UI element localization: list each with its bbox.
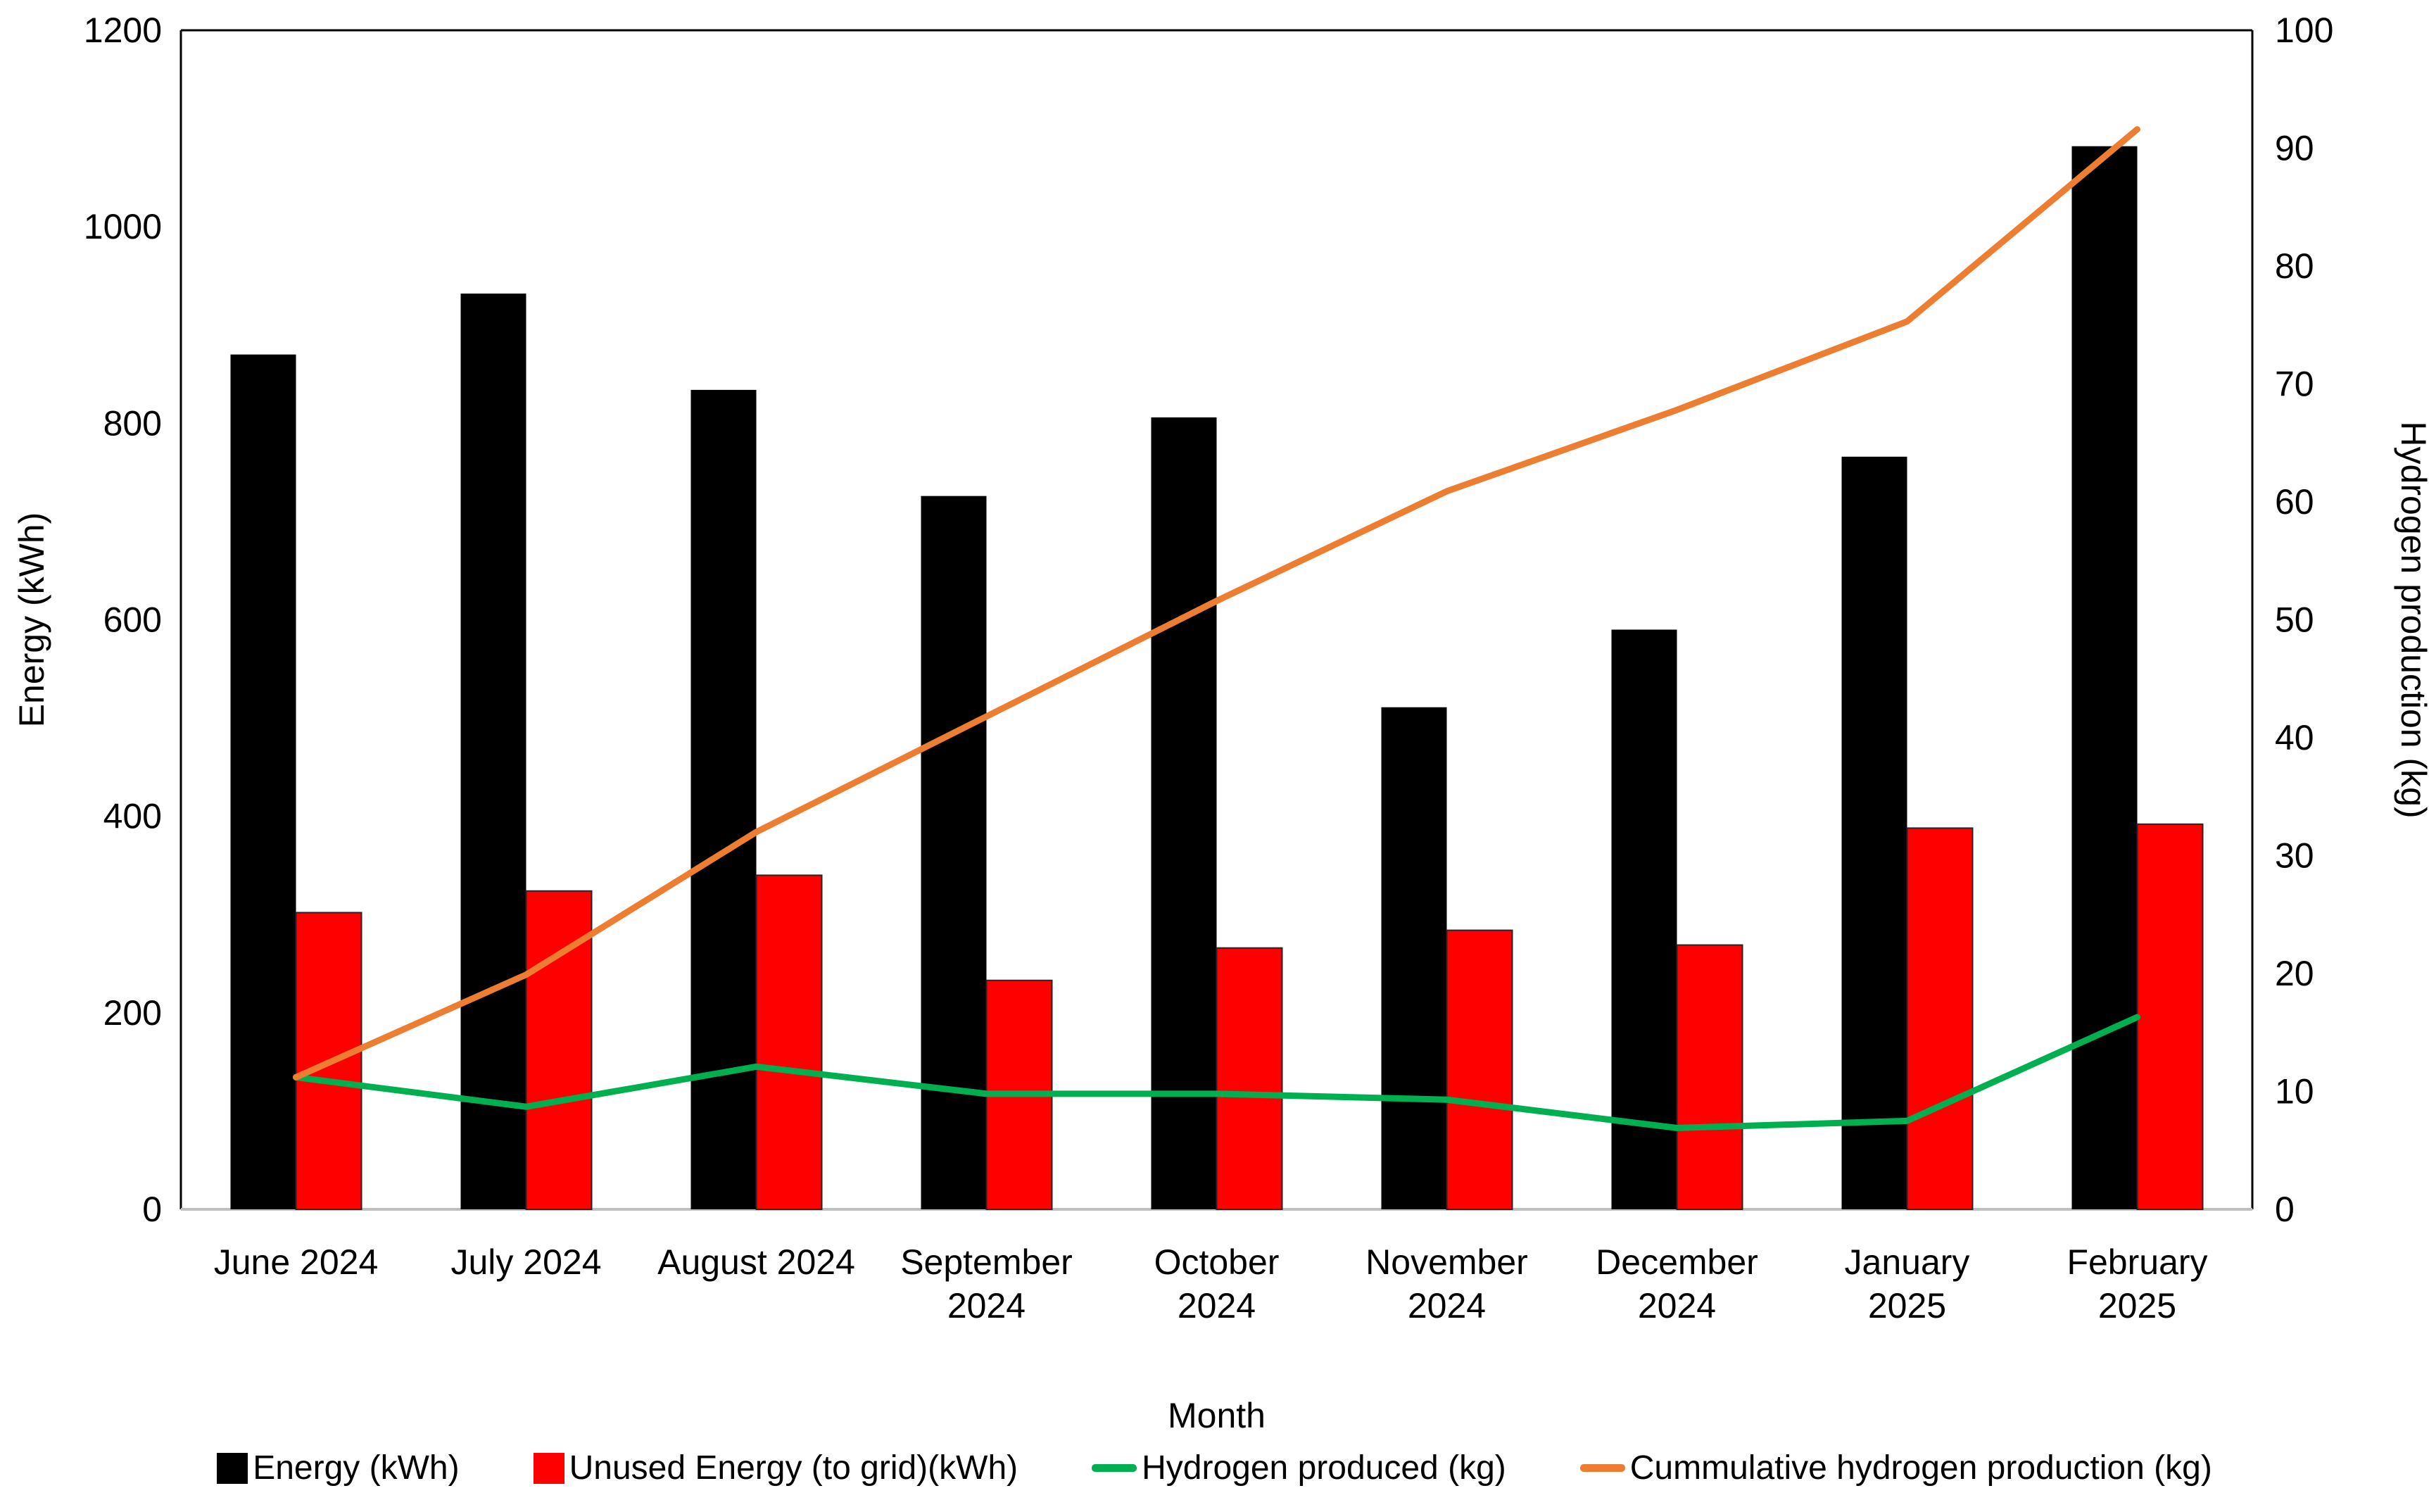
left-axis-tick-label: 1000 (84, 207, 162, 246)
x-axis-tick-label: 2025 (1868, 1286, 1946, 1325)
legend-marker-unused-energy (533, 1452, 564, 1484)
legend-label-energy: Energy (kWh) (253, 1449, 460, 1487)
x-axis-tick-label: 2024 (1408, 1286, 1486, 1325)
left-axis-tick-label: 1200 (84, 11, 162, 50)
left-axis-tick-label: 200 (103, 993, 162, 1033)
legend-item-unused-energy: Unused Energy (to grid)(kWh) (533, 1449, 1018, 1487)
legend-marker-energy (217, 1452, 248, 1484)
bar-energy (1841, 456, 1907, 1209)
x-axis-tick-label: 2025 (2098, 1286, 2176, 1325)
x-axis-tick-label: October (1154, 1242, 1280, 1282)
x-axis-tick-label: 2024 (947, 1286, 1026, 1325)
right-axis-tick-label: 90 (2275, 129, 2314, 168)
left-axis-tick-label: 800 (103, 403, 162, 443)
x-axis-tick-label: February (2067, 1242, 2207, 1282)
bar-energy (921, 496, 987, 1209)
right-axis-tick-label: 40 (2275, 718, 2314, 757)
left-axis-title: Energy (kWh) (12, 512, 51, 728)
left-axis-tick-label: 400 (103, 797, 162, 836)
left-axis-tick-label: 600 (103, 600, 162, 640)
x-axis-tick-label: January (1845, 1242, 1970, 1282)
right-axis-tick-label: 80 (2275, 246, 2314, 286)
bar-unused-energy (1446, 929, 1513, 1211)
right-axis-tick-label: 60 (2275, 482, 2314, 522)
x-axis-tick-label: September (900, 1242, 1073, 1282)
bar-energy (460, 294, 526, 1209)
x-axis-tick-label: 2024 (1638, 1286, 1716, 1325)
legend-item-hydrogen-produced: Hydrogen produced (kg) (1092, 1449, 1506, 1487)
right-axis-tick-label: 50 (2275, 600, 2314, 640)
bar-unused-energy (2136, 823, 2204, 1211)
right-axis-tick-label: 70 (2275, 365, 2314, 404)
bar-energy (1151, 417, 1217, 1210)
x-axis-title: Month (1168, 1396, 1266, 1435)
bar-energy (230, 354, 296, 1209)
x-axis-tick-label: 2024 (1178, 1286, 1256, 1325)
legend-label-unused-energy: Unused Energy (to grid)(kWh) (569, 1449, 1018, 1487)
right-axis-tick-label: 20 (2275, 954, 2314, 993)
bar-energy (2071, 146, 2138, 1209)
bar-energy (1381, 707, 1447, 1209)
line-hydrogen-produced (293, 1014, 2140, 1131)
right-axis-tick-label: 30 (2275, 836, 2314, 876)
right-axis-tick-label: 10 (2275, 1072, 2314, 1111)
chart-legend: Energy (kWh) Unused Energy (to grid)(kWh… (0, 1449, 2429, 1487)
left-axis-tick-label: 0 (142, 1190, 162, 1229)
x-axis-tick-label: November (1365, 1242, 1528, 1282)
bar-energy (1611, 629, 1677, 1209)
right-axis-tick-label: 0 (2275, 1190, 2295, 1229)
legend-marker-hydrogen-produced (1092, 1464, 1137, 1472)
right-axis-title: Hydrogen production (kg) (2394, 421, 2429, 818)
bar-unused-energy (755, 874, 823, 1210)
right-axis-tick-label: 100 (2275, 11, 2333, 50)
line-cumulative-hydrogen (293, 126, 2140, 1081)
legend-label-hydrogen-produced: Hydrogen produced (kg) (1142, 1449, 1506, 1487)
x-axis-tick-label: August 2024 (657, 1242, 855, 1282)
bar-unused-energy (1906, 827, 1974, 1210)
bar-unused-energy (1676, 944, 1743, 1211)
x-axis-tick-label: December (1596, 1242, 1758, 1282)
legend-item-cumulative-hydrogen: Cummulative hydrogen production (kg) (1579, 1449, 2212, 1487)
x-axis-tick-label: June 2024 (214, 1242, 379, 1282)
x-axis-tick-label: July 2024 (450, 1242, 601, 1282)
bar-energy (690, 389, 757, 1209)
bar-unused-energy (1216, 947, 1283, 1211)
legend-marker-cumulative-hydrogen (1579, 1464, 1625, 1472)
legend-label-cumulative-hydrogen: Cummulative hydrogen production (kg) (1629, 1449, 2212, 1487)
legend-item-energy: Energy (kWh) (217, 1449, 460, 1487)
